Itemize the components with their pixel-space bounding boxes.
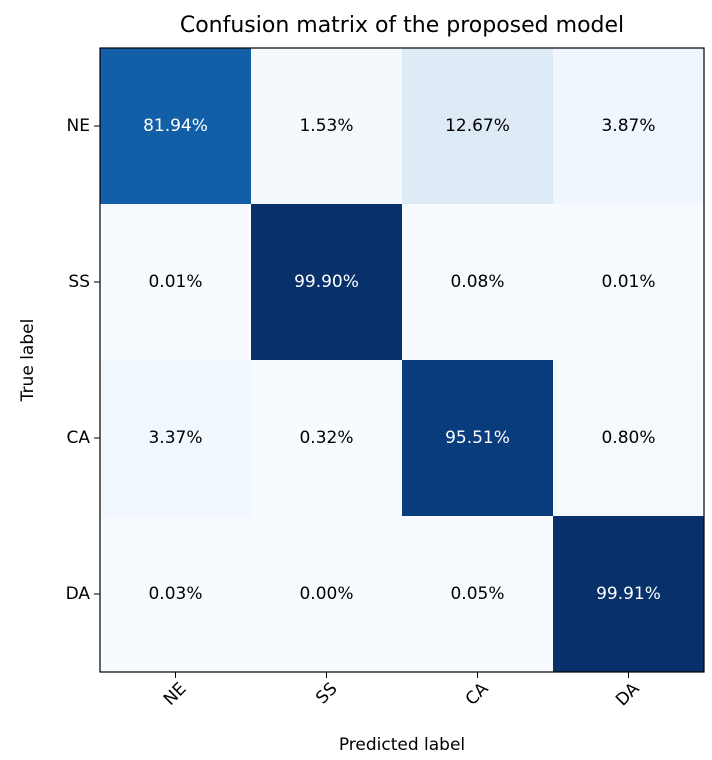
cell-label: 12.67%: [445, 116, 510, 136]
heatmap-cell: [402, 516, 553, 672]
heatmap-cell: [553, 204, 704, 360]
cell-label: 99.90%: [294, 272, 359, 292]
cell-label: 1.53%: [299, 116, 353, 136]
x-tick-label: DA: [612, 679, 644, 711]
cell-label: 3.87%: [601, 116, 655, 136]
cell-label: 0.05%: [450, 584, 504, 604]
cell-label: 0.01%: [601, 272, 655, 292]
x-tick-label: SS: [312, 679, 341, 708]
cell-label: 0.00%: [299, 584, 353, 604]
x-axis-label: Predicted label: [339, 735, 465, 755]
x-tick-label: CA: [462, 679, 493, 710]
plot-frame: [99, 47, 705, 673]
cell-label: 95.51%: [445, 428, 510, 448]
heatmap-cell: [100, 516, 251, 672]
y-tick-label: NE: [67, 116, 90, 136]
heatmap-cell: [553, 516, 704, 672]
heatmap-cell: [553, 48, 704, 204]
heatmap-cell: [553, 360, 704, 516]
y-tick-label: SS: [68, 272, 90, 292]
cell-label: 0.08%: [450, 272, 504, 292]
cell-label: 0.32%: [299, 428, 353, 448]
heatmap-cell: [251, 48, 402, 204]
heatmap-cell: [100, 204, 251, 360]
y-tick-label: DA: [66, 584, 91, 604]
heatmap-cell: [100, 360, 251, 516]
heatmap-cell: [402, 204, 553, 360]
heatmap-cell: [100, 48, 251, 204]
cell-label: 0.03%: [148, 584, 202, 604]
cell-label: 3.37%: [148, 428, 202, 448]
x-tick-label: NE: [160, 679, 191, 710]
cell-label: 0.01%: [148, 272, 202, 292]
heatmap-cell: [402, 48, 553, 204]
cell-label: 0.80%: [601, 428, 655, 448]
y-tick-label: CA: [67, 428, 91, 448]
cell-label: 99.91%: [596, 584, 661, 604]
cell-label: 81.94%: [143, 116, 208, 136]
heatmap-cell: [402, 360, 553, 516]
chart-title: Confusion matrix of the proposed model: [180, 13, 624, 38]
heatmap-cell: [251, 204, 402, 360]
heatmap-cell: [251, 516, 402, 672]
heatmap-cell: [251, 360, 402, 516]
y-axis-label: True label: [18, 319, 38, 403]
